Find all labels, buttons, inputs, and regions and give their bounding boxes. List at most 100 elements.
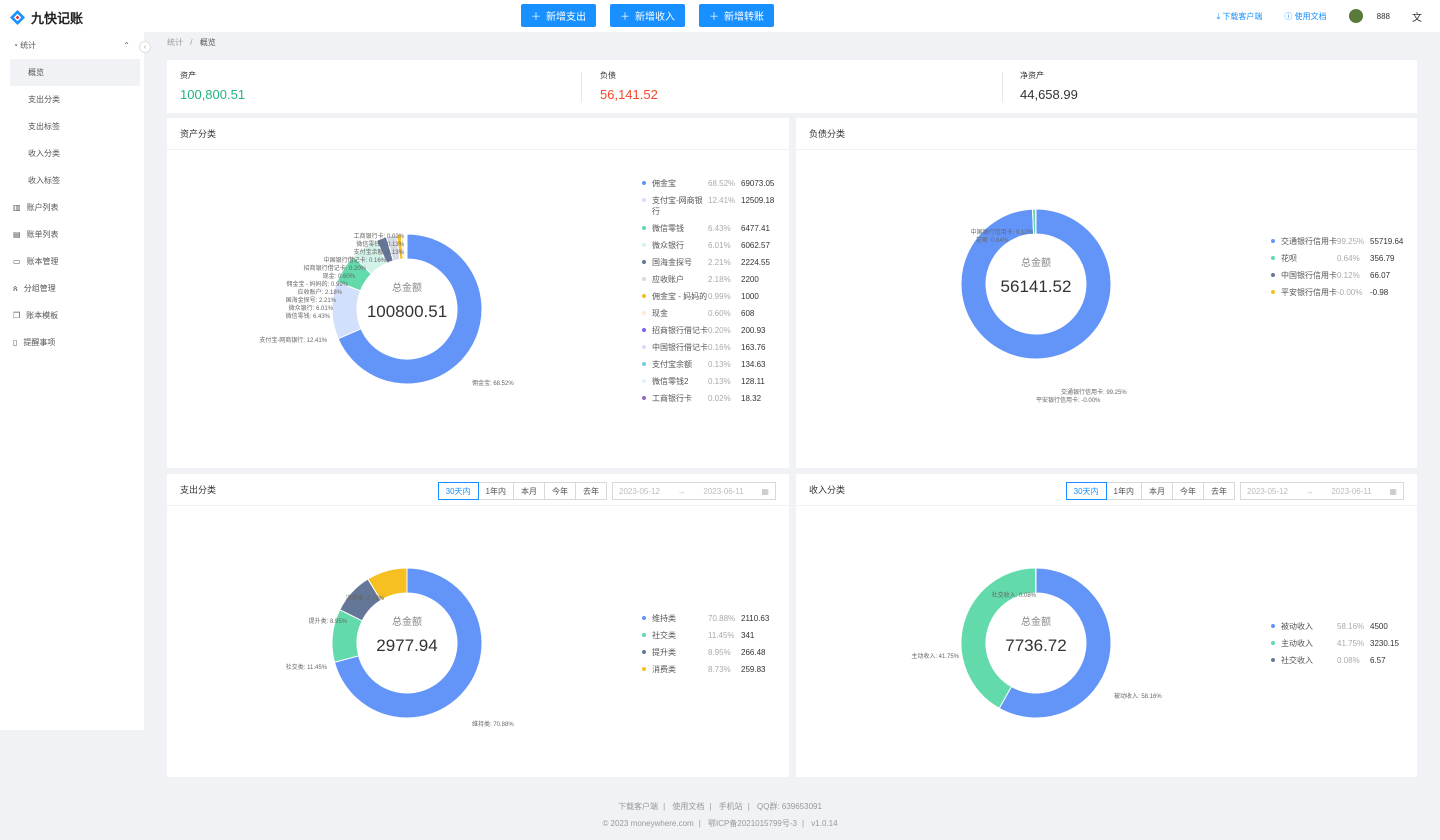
legend-item[interactable]: 招商银行借记卡 0.20% 200.93 <box>642 325 774 336</box>
legend-item[interactable]: 维持类 70.88% 2110.63 <box>642 613 769 624</box>
legend-item[interactable]: 微信零钱 6.43% 6477.41 <box>642 223 774 234</box>
legend-item[interactable]: 中国银行借记卡 0.16% 163.76 <box>642 342 774 353</box>
slice-label: 消费类: 8.73% <box>346 594 385 602</box>
donut-center-label: 总金额 <box>1021 256 1051 269</box>
add-transfer-button[interactable]: ＋新增转账 <box>699 4 774 27</box>
legend-item[interactable]: 支付宝余额 0.13% 134.63 <box>642 359 774 370</box>
debt-legend: 交通银行信用卡 99.25% 55719.64 花呗 0.64% 356.79 中国银行信用… <box>1271 236 1403 304</box>
sidebar-item-books[interactable]: ▭ 账本管理 <box>13 257 59 266</box>
breadcrumb-root[interactable]: 统计 <box>167 38 183 47</box>
panel-title: 负债分类 <box>796 118 1417 150</box>
legend-name: 微信零钱2 <box>652 377 689 386</box>
period-1year[interactable]: 1年内 <box>477 482 514 500</box>
legend-name: 主动收入 <box>1281 639 1313 648</box>
period-this-month[interactable]: 本月 <box>1141 482 1173 500</box>
footer-download-link[interactable]: 下载客户端 <box>618 802 659 811</box>
legend-name: 提升类 <box>652 648 676 657</box>
sidebar-item-income-tag[interactable]: 收入标签 <box>28 176 60 185</box>
bank-icon: ▥ <box>13 203 21 212</box>
legend-item[interactable]: 主动收入 41.75% 3230.15 <box>1271 638 1399 649</box>
legend-item[interactable]: 支付宝-网商银行 12.41% 12509.18 <box>642 195 774 217</box>
legend-name: 佣金宝 - 妈妈的 <box>652 292 708 301</box>
legend-dot <box>642 277 646 281</box>
legend-percent: 68.52% <box>708 179 736 188</box>
download-client-link[interactable]: ⤓ 下载客户端 <box>1216 11 1263 21</box>
legend-item[interactable]: 被动收入 58.16% 4500 <box>1271 621 1399 632</box>
legend-item[interactable]: 社交收入 0.08% 6.57 <box>1271 655 1399 666</box>
donut-center-label: 总金额 <box>1021 615 1051 628</box>
donut-slice[interactable] <box>367 567 408 602</box>
legend-item[interactable]: 应收账户 2.18% 2200 <box>642 274 774 285</box>
slice-label: 被动收入: 58.16% <box>1114 692 1162 700</box>
donut-slice[interactable] <box>998 567 1112 719</box>
footer: 下载客户端 | 使用文档 | 手机站 | QQ群: 639653091 © 2023 … <box>602 802 838 828</box>
sidebar-item-expense-tag[interactable]: 支出标签 <box>28 122 60 131</box>
legend-percent: 0.20% <box>708 326 731 335</box>
user-menu[interactable]: 888 <box>1348 9 1390 23</box>
sidebar-item-accounts[interactable]: ▥ 账户列表 <box>13 203 59 212</box>
sidebar-item-income-category[interactable]: 收入分类 <box>28 149 60 158</box>
footer-version: v1.0.14 <box>811 819 838 828</box>
footer-mobile-link[interactable]: 手机站 <box>718 802 743 811</box>
sidebar-item-overview[interactable]: 概览 <box>10 59 140 86</box>
legend-item[interactable]: 微信零钱2 0.13% 128.11 <box>642 376 774 387</box>
period-last-year[interactable]: 去年 <box>575 482 607 500</box>
sidebar-item-expense-category[interactable]: 支出分类 <box>28 95 60 104</box>
date-range-picker[interactable]: 2023-05-12 → 2023-06-11 ▦ <box>612 482 776 500</box>
app-logo[interactable]: 九快记账 <box>10 8 83 27</box>
legend-item[interactable]: 佣金宝 - 妈妈的 0.99% 1000 <box>642 291 774 302</box>
footer-icp[interactable]: 鄂ICP备2021015799号-3 <box>708 819 797 828</box>
docs-link[interactable]: ⓘ 使用文档 <box>1284 11 1327 21</box>
add-expense-button[interactable]: ＋新增支出 <box>521 4 596 27</box>
sidebar-item-reminders[interactable]: ▯ 提醒事项 <box>13 338 56 347</box>
date-range-picker[interactable]: 2023-05-12 → 2023-06-11 ▦ <box>1240 482 1404 500</box>
sidebar-item-templates[interactable]: ❐ 账本模板 <box>13 311 59 320</box>
legend-percent: 6.43% <box>708 224 731 233</box>
legend-item[interactable]: 消费类 8.73% 259.83 <box>642 664 769 675</box>
footer-docs-link[interactable]: 使用文档 <box>672 802 705 811</box>
period-1year[interactable]: 1年内 <box>1105 482 1142 500</box>
period-30days[interactable]: 30天内 <box>1065 482 1107 500</box>
period-this-year[interactable]: 今年 <box>1172 482 1204 500</box>
legend-item[interactable]: 国海金探号 2.21% 2224.55 <box>642 257 774 268</box>
donut-slice[interactable] <box>337 233 483 385</box>
legend-item[interactable]: 工商银行卡 0.02% 18.32 <box>642 393 774 404</box>
income-donut-chart: 总金额 7736.72 被动收入: 58.16% 主动收入: 41.75% 社交收入: … <box>911 567 1162 719</box>
collapse-sidebar-button[interactable]: ‹ <box>139 41 151 53</box>
arrow-right-icon: → <box>677 486 686 496</box>
donut-slice[interactable] <box>960 208 1112 360</box>
net-summary: 净资产 44,658.99 <box>1020 71 1078 102</box>
legend-percent: 0.64% <box>1337 254 1360 263</box>
sidebar-item-stats[interactable]: ◔ 统计 ⌃ <box>13 41 130 50</box>
legend-item[interactable]: 微众银行 6.01% 6062.57 <box>642 240 774 251</box>
legend-name: 现金 <box>652 309 668 318</box>
legend-percent: 58.16% <box>1337 622 1365 631</box>
legend-value: 266.48 <box>741 648 766 657</box>
slice-label: 社交类: 11.45% <box>286 663 328 671</box>
legend-item[interactable]: 花呗 0.64% 356.79 <box>1271 253 1403 264</box>
donut-slice[interactable] <box>333 567 483 719</box>
period-30days[interactable]: 30天内 <box>437 482 479 500</box>
donut-slice[interactable] <box>960 567 1037 710</box>
add-income-button[interactable]: ＋新增收入 <box>610 4 685 27</box>
debt-panel: 负债分类 总金额 56141.52 交通银行信用卡: 99.25% 平安银行信用卡: … <box>796 118 1417 468</box>
sidebar-item-bills[interactable]: ▤ 账单列表 <box>13 230 59 239</box>
period-this-year[interactable]: 今年 <box>544 482 576 500</box>
legend-item[interactable]: 佣金宝 68.52% 69073.05 <box>642 178 774 189</box>
legend-item[interactable]: 提升类 8.95% 266.48 <box>642 647 769 658</box>
legend-item[interactable]: 中国银行信用卡 0.12% 66.07 <box>1271 270 1403 281</box>
period-last-year[interactable]: 去年 <box>1203 482 1235 500</box>
legend-value: 2224.55 <box>741 258 770 267</box>
donut-slice[interactable] <box>1034 208 1037 235</box>
legend-name: 花呗 <box>1281 254 1297 263</box>
legend-item[interactable]: 平安银行信用卡 -0.00% -0.98 <box>1271 287 1403 298</box>
legend-item[interactable]: 交通银行信用卡 99.25% 55719.64 <box>1271 236 1403 247</box>
period-this-month[interactable]: 本月 <box>513 482 545 500</box>
legend-item[interactable]: 现金 0.60% 608 <box>642 308 774 319</box>
sidebar-item-groups[interactable]: ጰ 分组管理 <box>13 283 56 294</box>
legend-dot <box>642 260 646 264</box>
panel-title: 支出分类 <box>167 474 789 506</box>
language-icon[interactable]: 文 <box>1412 12 1422 24</box>
slice-label: 佣金宝: 68.52% <box>472 379 514 387</box>
legend-item[interactable]: 社交类 11.45% 341 <box>642 630 769 641</box>
